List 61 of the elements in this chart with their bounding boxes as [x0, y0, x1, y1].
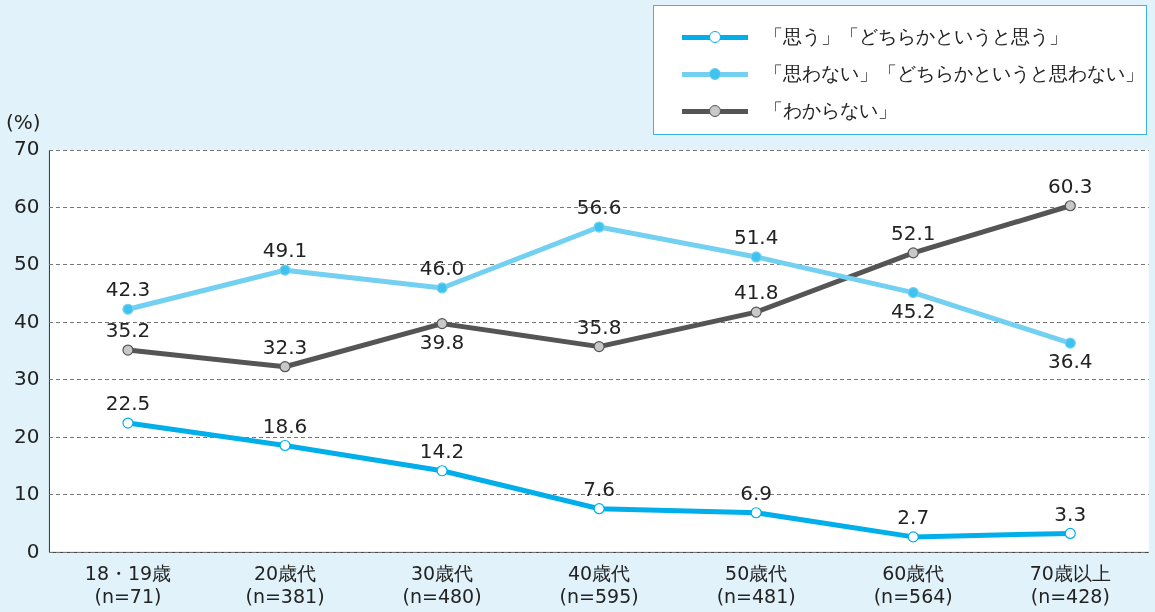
x-tick-label: 70歳以上 (n=428) — [1029, 561, 1111, 607]
legend-label: 「思う」「どちらかというと思う」 — [764, 23, 1068, 49]
point — [593, 341, 605, 353]
data-label: 6.9 — [740, 480, 773, 505]
data-label: 45.2 — [890, 298, 936, 323]
data-label: 2.7 — [897, 505, 930, 530]
point — [1064, 527, 1076, 540]
x-tick-label: 50歳代 (n=481) — [716, 561, 796, 607]
point — [122, 303, 134, 315]
point — [122, 417, 134, 429]
data-label: 36.4 — [1048, 349, 1093, 374]
data-label: 49.1 — [262, 238, 308, 263]
point — [436, 282, 448, 294]
y-tick-label: 0 — [26, 538, 40, 563]
data-label: 18.6 — [262, 413, 308, 438]
point — [750, 507, 762, 519]
y-tick-label: 60 — [14, 193, 40, 218]
y-tick-label: 30 — [14, 366, 40, 391]
point — [907, 286, 919, 299]
data-label: 35.8 — [576, 314, 622, 339]
data-label: 35.2 — [105, 318, 151, 343]
point — [436, 465, 448, 477]
point — [907, 531, 919, 543]
data-label: 51.4 — [733, 225, 779, 250]
data-label: 52.1 — [890, 221, 936, 246]
x-tick-label: 20歳代 (n=381) — [245, 561, 325, 607]
data-label: 3.3 — [1054, 501, 1087, 526]
data-label: 22.5 — [105, 391, 151, 416]
data-label: 32.3 — [262, 334, 308, 359]
legend-label: 「わからない」 — [764, 97, 897, 123]
point — [1064, 200, 1076, 212]
data-label: 7.6 — [583, 476, 616, 501]
y-tick-label: 50 — [14, 251, 40, 276]
data-label: 56.6 — [576, 195, 622, 220]
point — [279, 264, 291, 276]
x-tick-label: 60歳代 (n=564) — [873, 561, 953, 607]
data-label: 42.3 — [105, 277, 151, 302]
y-axis-title: (%) — [6, 110, 41, 135]
point — [436, 318, 448, 330]
y-tick-label: 40 — [14, 308, 40, 333]
point — [593, 221, 605, 233]
y-tick-label: 20 — [14, 423, 40, 448]
data-label: 14.2 — [419, 438, 465, 463]
y-tick-label: 70 — [14, 136, 40, 161]
point — [279, 361, 291, 373]
data-label: 39.8 — [419, 329, 465, 354]
legend-label: 「思わない」「どちらかというと思わない」 — [764, 60, 1144, 86]
point — [122, 344, 134, 356]
point — [907, 247, 919, 259]
x-tick-label: 40歳代 (n=595) — [559, 561, 639, 607]
point — [279, 439, 291, 452]
data-label: 41.8 — [733, 280, 779, 305]
x-tick-label: 18・19歳 (n=71) — [84, 561, 172, 607]
point — [750, 306, 762, 318]
y-tick-label: 10 — [14, 481, 40, 506]
point — [593, 503, 605, 515]
data-label: 60.3 — [1048, 173, 1093, 198]
point — [1064, 337, 1076, 349]
x-tick-label: 30歳代 (n=480) — [402, 561, 482, 607]
data-label: 46.0 — [419, 256, 465, 281]
point — [750, 251, 762, 263]
